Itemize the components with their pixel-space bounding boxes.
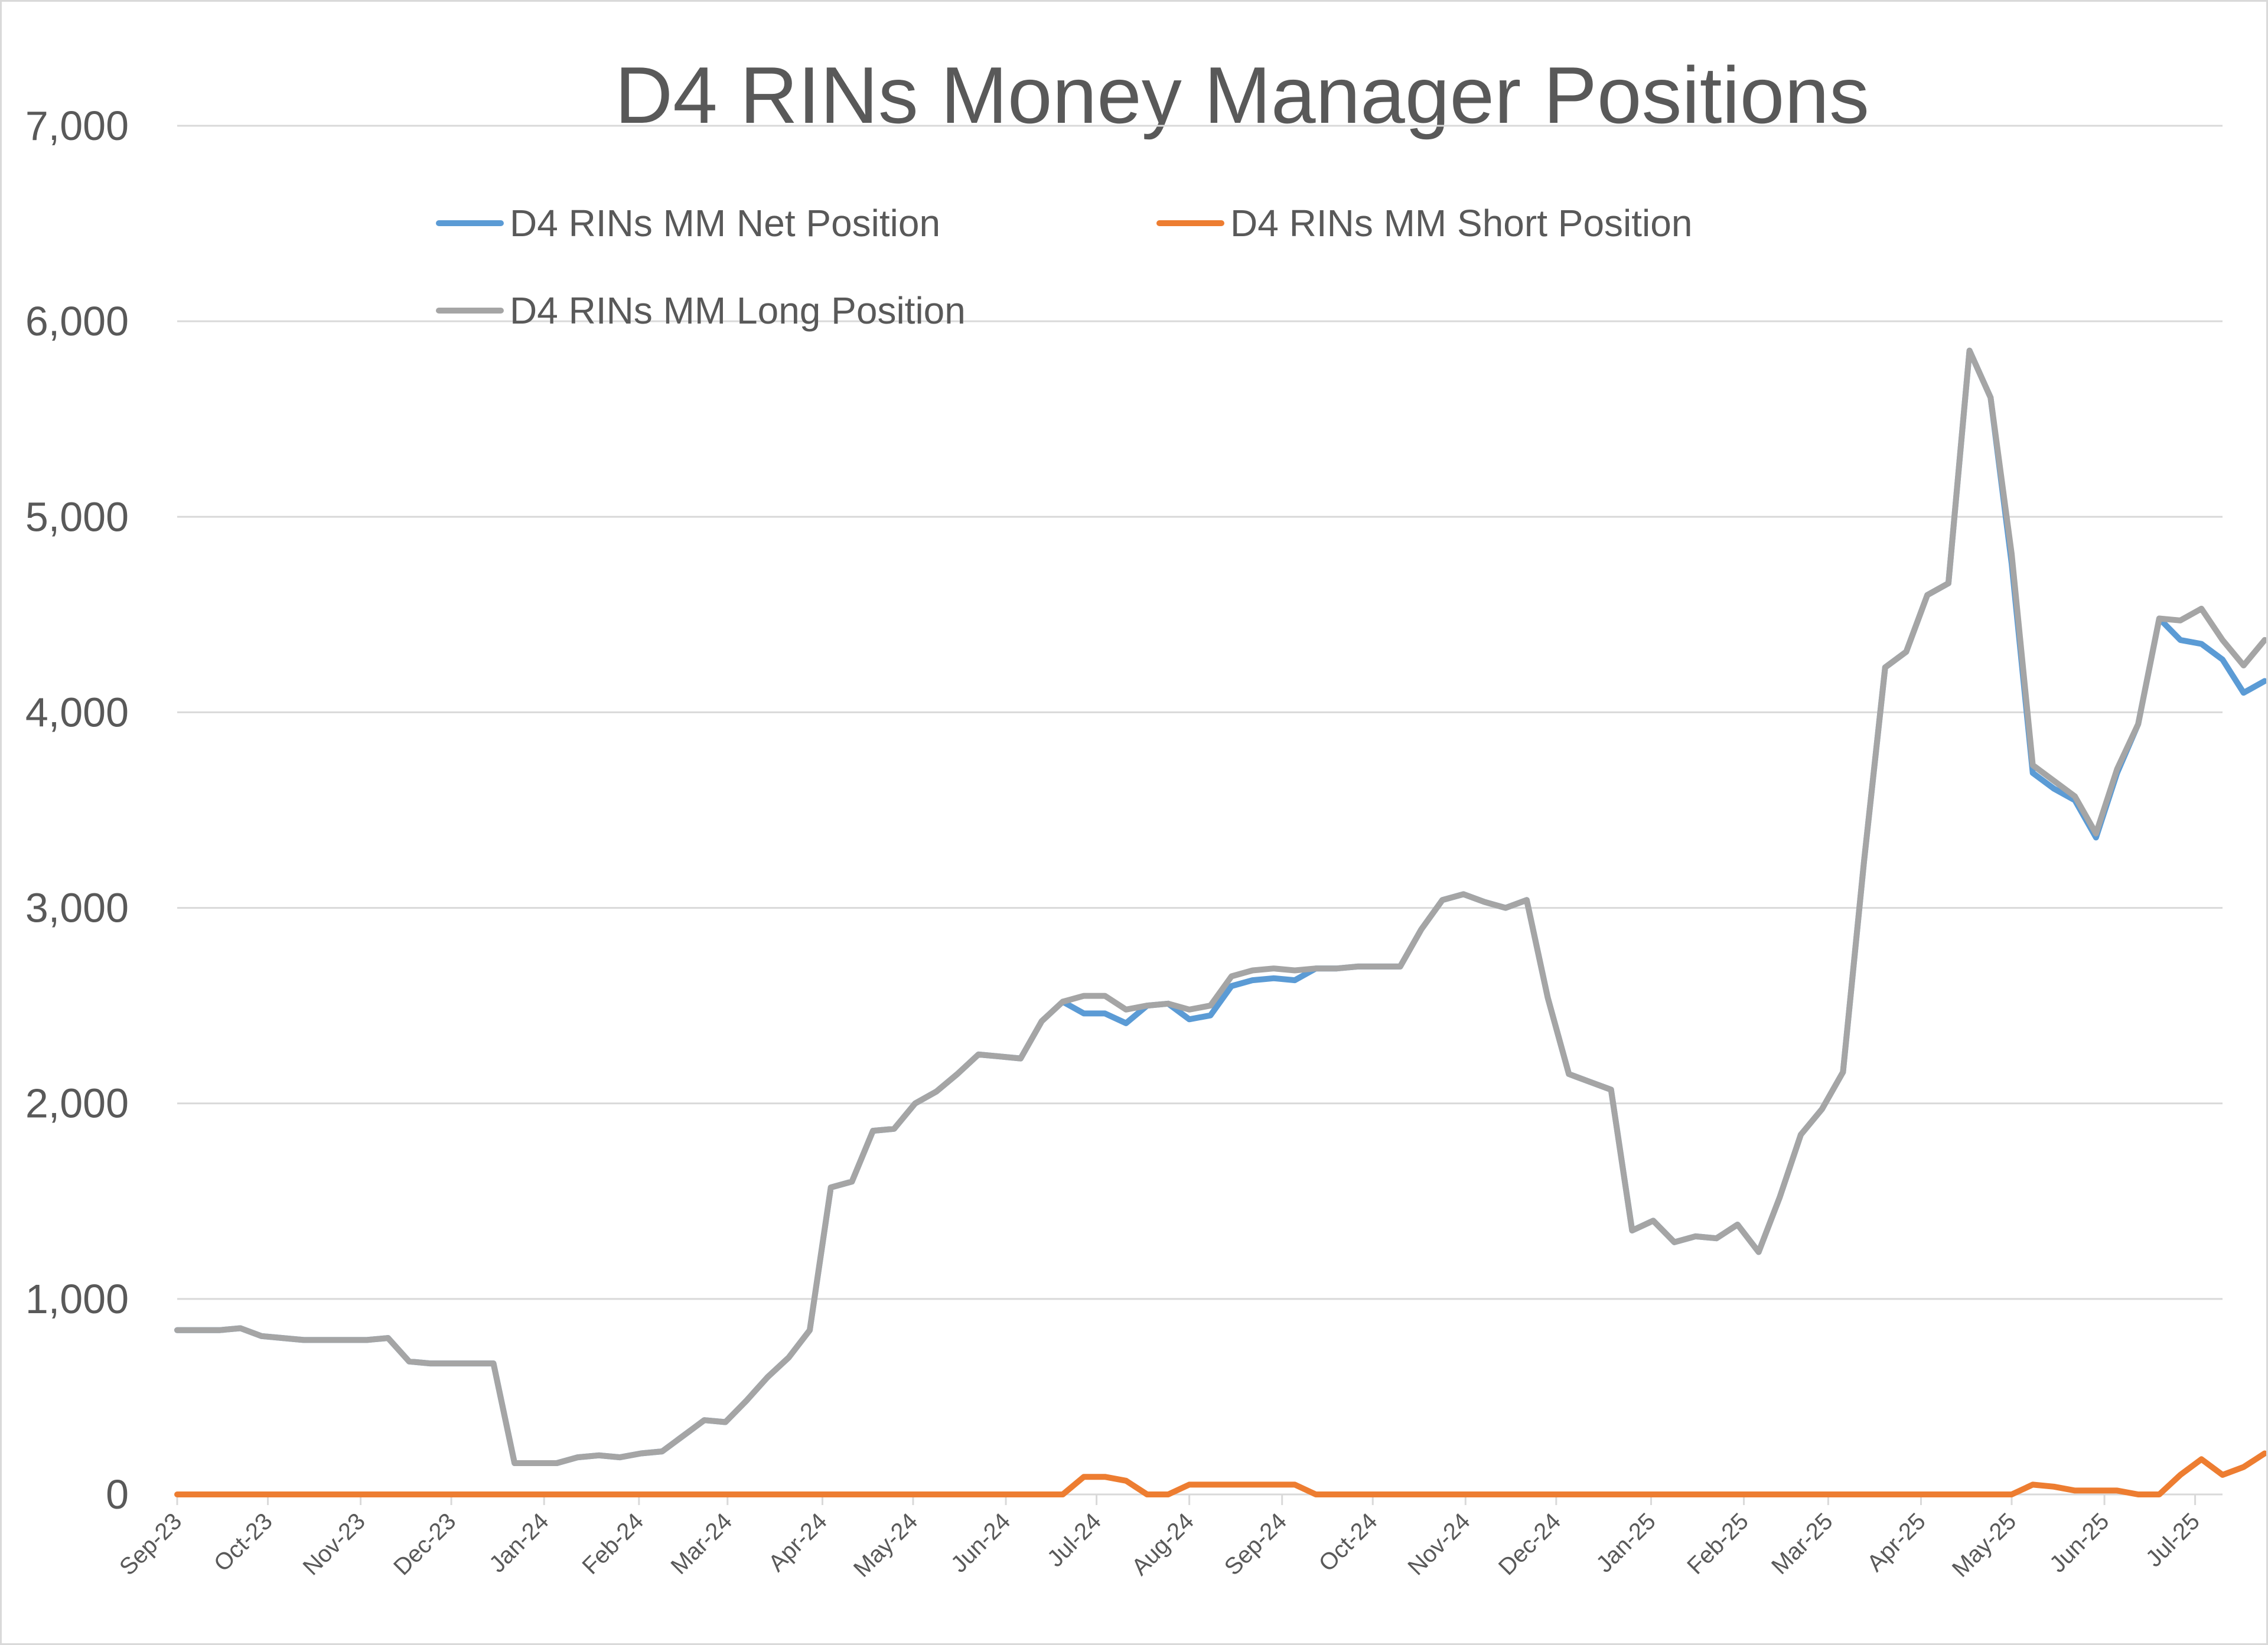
gridlines [177, 125, 2223, 1300]
y-tick-label: 5,000 [25, 494, 129, 540]
x-tick-label: Apr-24 [764, 1508, 832, 1577]
x-tick-label: May-25 [1947, 1508, 2021, 1582]
x-tick-label: Jan-25 [1591, 1508, 1661, 1578]
legend-label: D4 RINs MM Net Position [510, 202, 940, 244]
x-tick-label: Sep-23 [115, 1508, 187, 1580]
x-tick-label: Jun-24 [946, 1508, 1016, 1578]
y-tick-label: 3,000 [25, 885, 129, 931]
y-tick-label: 4,000 [25, 689, 129, 735]
series-line-2 [174, 1450, 2266, 1497]
legend-label: D4 RINs MM Long Position [510, 289, 966, 332]
legend: D4 RINs MM Net Position D4 RINs MM Short … [436, 202, 1692, 332]
x-tick-label: Feb-25 [1682, 1508, 1754, 1579]
y-tick-label: 2,000 [25, 1081, 129, 1127]
x-tick-label: Oct-23 [209, 1508, 278, 1577]
x-tick-label: Mar-25 [1767, 1508, 1838, 1579]
y-tick-label: 7,000 [25, 103, 129, 149]
y-tick-label: 0 [106, 1471, 129, 1517]
x-tick-label: Jan-24 [484, 1508, 554, 1578]
series-line-3 [174, 347, 2266, 1466]
y-axis-ticks: 0 1,000 2,000 3,000 4,000 5,000 6,000 7,000 [25, 103, 129, 1517]
x-tick-label: May-24 [849, 1508, 923, 1582]
x-tick-label: Jul-24 [1042, 1508, 1106, 1572]
series-lines [174, 347, 2266, 1497]
y-tick-label: 6,000 [25, 298, 129, 344]
x-tick-label: Dec-24 [1494, 1508, 1566, 1580]
y-tick-label: 1,000 [25, 1276, 129, 1322]
x-tick-label: Jun-25 [2045, 1508, 2114, 1578]
legend-label: D4 RINs MM Short Position [1230, 202, 1692, 244]
x-tick-label: Nov-23 [298, 1508, 370, 1580]
x-tick-label: Sep-24 [1220, 1508, 1292, 1580]
x-tick-label: Apr-25 [1862, 1508, 1931, 1577]
x-tick-label: Mar-24 [666, 1508, 737, 1579]
x-axis: Sep-23 Oct-23 Nov-23 Dec-23 Jan-24 Feb-24 Mar-… [115, 1493, 2223, 1582]
x-tick-label: Oct-24 [1314, 1508, 1383, 1577]
x-tick-label: Aug-24 [1127, 1508, 1199, 1580]
x-tick-label: Nov-24 [1403, 1508, 1475, 1580]
x-tick-label: Dec-23 [389, 1508, 461, 1580]
x-tick-label: Jul-25 [2141, 1508, 2205, 1572]
x-tick-label: Feb-24 [577, 1508, 649, 1579]
